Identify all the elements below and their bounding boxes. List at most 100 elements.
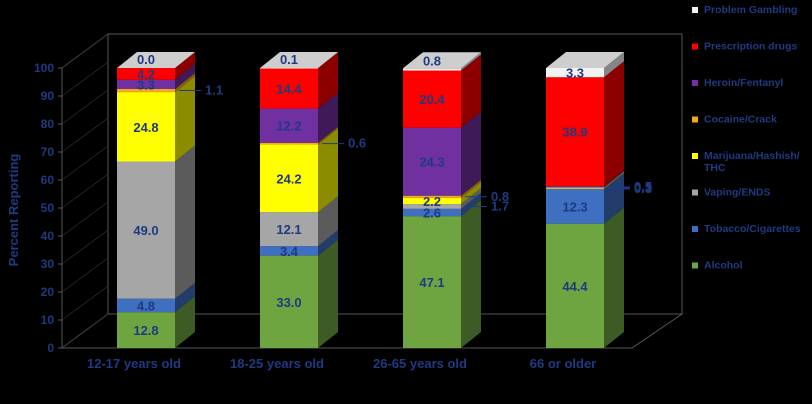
y-gridline xyxy=(61,229,109,265)
y-gridline xyxy=(61,201,109,237)
bar-segment-problem-gambling xyxy=(403,68,461,71)
data-label-vaping-ends: 0.3 xyxy=(634,181,652,196)
legend-item-problem-gambling: Problem Gambling xyxy=(692,4,797,16)
bar-segment-side xyxy=(604,173,624,224)
data-label-prescription-drugs: 20.4 xyxy=(419,92,445,107)
bar-segment-side xyxy=(175,76,195,162)
bar-segment-side xyxy=(461,192,481,217)
legend-swatch xyxy=(692,262,698,269)
bar-segment-alcohol xyxy=(117,312,175,348)
data-label-tobacco-cigarettes: 3.4 xyxy=(280,244,299,259)
data-label-prescription-drugs: 14.4 xyxy=(276,81,302,96)
y-tick-label: 90 xyxy=(41,89,55,103)
bar-18-25-years-old xyxy=(260,52,338,348)
bar-segment-side xyxy=(461,188,481,209)
bar-segment-vaping-ends xyxy=(403,204,461,209)
bar-top xyxy=(546,52,624,68)
data-label-problem-gambling: 0.8 xyxy=(423,53,441,68)
legend-label: Prescription drugs xyxy=(704,41,798,53)
x-tick-label: 66 or older xyxy=(530,356,596,371)
data-label-cocaine-crack: 0.8 xyxy=(491,189,509,204)
bar-segment-marijuana-hashish-thc xyxy=(546,187,604,189)
y-gridline xyxy=(61,61,109,97)
bar-segment-cocaine-crack xyxy=(260,142,318,145)
bar-segment-side xyxy=(175,63,195,89)
bar-12-17-years-old xyxy=(117,52,195,348)
data-label-marijuana-hashish-thc: 24.8 xyxy=(133,120,158,135)
bar-top xyxy=(117,52,195,68)
data-label-heroin-fentanyl: 24.3 xyxy=(419,155,444,170)
data-label-heroin-fentanyl: 12.2 xyxy=(276,119,301,134)
legend-swatch xyxy=(692,116,698,123)
bar-segment-tobacco-cigarettes xyxy=(117,298,175,313)
x-tick-label: 12-17 years old xyxy=(87,356,181,371)
legend-label: Tobacco/Cigarettes xyxy=(704,223,801,235)
bar-segment-side xyxy=(318,230,338,256)
data-label-alcohol: 44.4 xyxy=(562,279,588,294)
y-gridline xyxy=(61,33,109,69)
bar-segment-side xyxy=(604,172,624,190)
bar-segment-marijuana-hashish-thc xyxy=(260,144,318,213)
y-tick-label: 70 xyxy=(41,145,55,159)
bar-26-65-years-old xyxy=(403,52,481,348)
bar-segment-side xyxy=(461,52,481,71)
legend-swatch xyxy=(692,153,698,159)
bar-segment-side xyxy=(604,171,624,189)
legend-swatch xyxy=(692,189,698,196)
bar-segment-side xyxy=(604,207,624,348)
y-gridline xyxy=(61,173,109,209)
data-label-marijuana-hashish-thc: 0.3 xyxy=(634,180,652,195)
bar-segment-heroin-fentanyl xyxy=(117,79,175,89)
data-label-vaping-ends: 49.0 xyxy=(133,223,158,238)
legend-swatch xyxy=(692,80,698,86)
bar-segment-side xyxy=(461,200,481,348)
bar-segment-marijuana-hashish-thc xyxy=(403,197,461,205)
bar-segment-side xyxy=(461,54,481,128)
bar-segment-side xyxy=(604,52,624,78)
legend: Problem Gambling Prescription drugs Heroin… xyxy=(692,4,801,272)
bar-top xyxy=(403,52,481,69)
bar-segment-side xyxy=(175,73,195,93)
y-gridline xyxy=(61,313,109,349)
bar-segment-side xyxy=(318,126,338,145)
y-gridline xyxy=(61,117,109,153)
data-label-tobacco-cigarettes: 4.8 xyxy=(137,298,155,313)
y-gridline xyxy=(61,257,109,293)
bar-segment-side xyxy=(175,145,195,299)
bar-segment-tobacco-cigarettes xyxy=(546,189,604,224)
data-label-marijuana-hashish-thc: 24.2 xyxy=(276,171,301,186)
data-label-marijuana-hashish-thc: 2.2 xyxy=(423,194,441,209)
legend-swatch xyxy=(692,226,698,232)
bar-segment-tobacco-cigarettes xyxy=(403,208,461,217)
bar-segment-prescription-drugs xyxy=(117,68,175,80)
legend-swatch xyxy=(692,7,698,13)
bar-segment-heroin-fentanyl xyxy=(546,186,604,188)
bar-segment-prescription-drugs xyxy=(546,77,604,187)
bar-66-or-older xyxy=(546,52,624,348)
y-tick-label: 60 xyxy=(41,173,55,187)
bars xyxy=(117,52,624,348)
bar-segment-side xyxy=(175,282,195,313)
y-tick-label: 50 xyxy=(41,201,55,215)
x-axis: 12-17 years old 18-25 years old 26-65 year… xyxy=(87,356,596,371)
legend-item-prescription-drugs: Prescription drugs xyxy=(692,41,798,53)
y-gridline xyxy=(61,89,109,125)
data-label-heroin-fentanyl: 3.3 xyxy=(137,77,155,92)
legend-label: Vaping/ENDS xyxy=(704,187,771,199)
legend-label: Problem Gambling xyxy=(704,4,797,16)
bar-segment-problem-gambling xyxy=(546,68,604,78)
bar-segment-side xyxy=(318,92,338,143)
y-tick-label: 30 xyxy=(41,257,55,271)
data-label-problem-gambling: 3.3 xyxy=(566,66,584,81)
x-tick-label: 26-65 years old xyxy=(373,356,467,371)
data-label-tobacco-cigarettes: 2.6 xyxy=(423,205,441,220)
data-label-alcohol: 33.0 xyxy=(276,295,301,310)
bar-segment-marijuana-hashish-thc xyxy=(117,92,175,162)
bar-segment-cocaine-crack xyxy=(117,89,175,93)
bar-segment-side xyxy=(175,296,195,348)
legend-label: Alcohol xyxy=(704,260,743,272)
data-label-heroin-fentanyl: 0.5 xyxy=(634,179,652,194)
data-label-alcohol: 47.1 xyxy=(419,275,444,290)
data-label-tobacco-cigarettes: 12.3 xyxy=(562,199,587,214)
